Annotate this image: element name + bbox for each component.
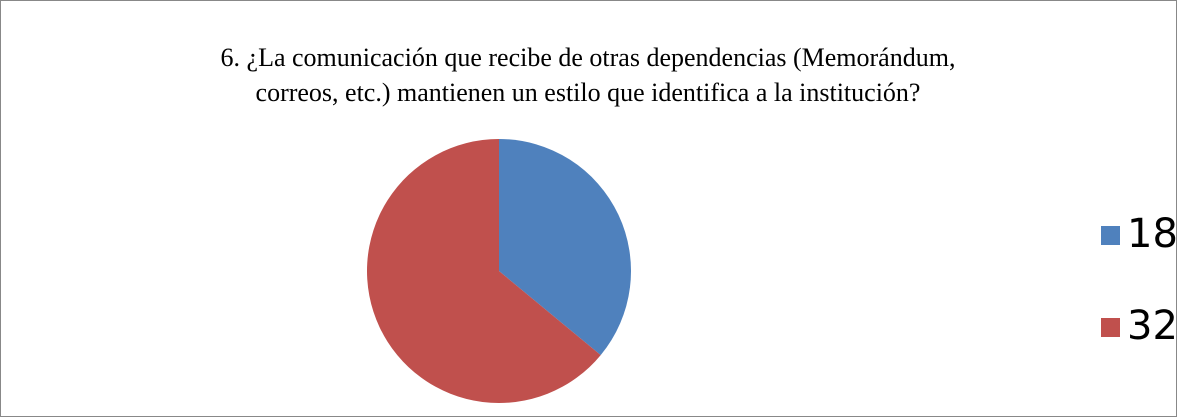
legend-swatch xyxy=(1101,318,1120,337)
legend-swatch xyxy=(1101,226,1120,245)
legend-label: 32 No xyxy=(1127,303,1177,349)
chart-title: correos, etc.) mantienen un estilo que i… xyxy=(256,78,921,107)
legend-label: 18 Si xyxy=(1127,211,1177,257)
pie-slice xyxy=(366,139,601,403)
pie-slice xyxy=(499,139,631,356)
chart-title: 6. ¿La comunicación que recibe de otras … xyxy=(221,43,956,72)
